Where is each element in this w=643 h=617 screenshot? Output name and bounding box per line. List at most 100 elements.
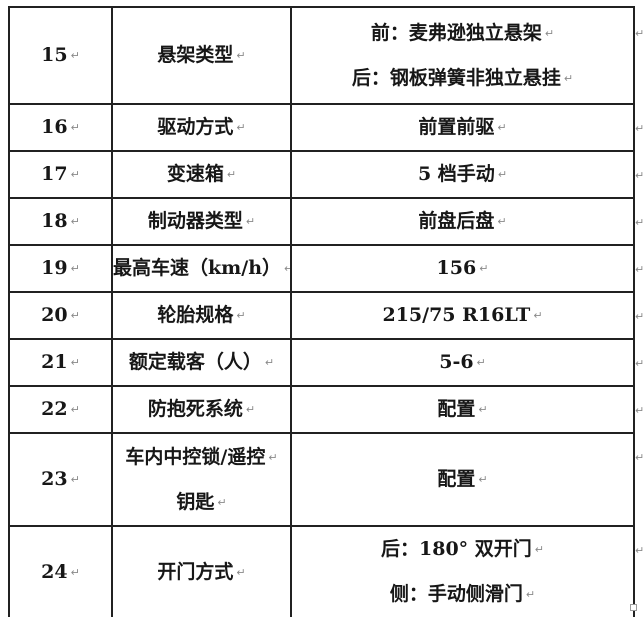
cell-text: 轮胎规格 (157, 304, 234, 326)
cell-text: 开门方式 (157, 560, 234, 583)
paragraph-return-mark-icon: ↵ (479, 262, 489, 275)
paragraph-return-mark-icon: ↵ (478, 473, 488, 486)
paragraph-return-mark-icon: ↵ (226, 168, 237, 181)
cell-text: 最高车速（km/h） (113, 257, 282, 279)
paragraph-return-mark-icon: ↵ (544, 26, 555, 40)
cell-text: 制动器类型 (147, 210, 243, 232)
paragraph-return-mark-icon: ↵ (478, 403, 488, 416)
paragraph-return-mark-icon: ↵ (268, 450, 278, 464)
paragraph-return-mark-icon: ↵ (245, 403, 256, 416)
row-number-cell: 22 ↵ (8, 385, 113, 434)
spec-value-cell: 配置 ↵ (290, 432, 635, 527)
row-number-cell: 19 ↵ (8, 244, 113, 293)
row-number-cell: 17 ↵ (8, 150, 113, 199)
cell-text: 车内中控锁/遥控 (125, 445, 266, 468)
cell-text: 5-6 (439, 351, 474, 373)
cell-text: 防抱死系统 (147, 398, 243, 420)
paragraph-return-mark-icon: ↵ (236, 309, 246, 322)
paragraph-return-mark-icon: ↵ (236, 121, 246, 134)
spec-label-cell: 轮胎规格 ↵ (111, 291, 292, 340)
spec-value-cell: 前：麦弗逊独立悬架 ↵ 后：钢板弹簧非独立悬挂 ↵ (290, 6, 635, 105)
row-end-return-mark-icon: ↵ (635, 356, 643, 370)
spec-value-cell: 5 档手动 ↵ (290, 150, 635, 199)
row-number-cell: 15 ↵ (8, 6, 113, 105)
paragraph-return-mark-icon: ↵ (70, 215, 80, 228)
spec-value-cell: 前盘后盘 ↵ (290, 197, 635, 246)
row-number-cell: 23 ↵ (8, 432, 113, 527)
table-row: 17 ↵ 变速箱 ↵ 5 档手动 ↵ (8, 150, 635, 199)
paragraph-return-mark-icon: ↵ (217, 495, 227, 509)
table-row: 24 ↵ 开门方式 ↵ 后：180° 双开门 ↵ 侧：手动侧滑门 ↵ (8, 525, 635, 617)
table-row: 15 ↵ 悬架类型 ↵ 前：麦弗逊独立悬架 ↵ 后：钢板弹簧非独立悬挂 ↵ (8, 6, 635, 105)
table-row: 20 ↵ 轮胎规格 ↵ 215/75 R16LT ↵ (8, 291, 635, 340)
cell-text: 15 (41, 44, 68, 66)
spec-label-cell: 变速箱 ↵ (111, 150, 292, 199)
row-end-return-mark-icon: ↵ (635, 309, 643, 323)
cell-text: 20 (41, 304, 68, 326)
paragraph-return-mark-icon: ↵ (264, 356, 275, 369)
table-row: 21 ↵ 额定载客（人） ↵ 5-6 ↵ (8, 338, 635, 387)
row-number-cell: 16 ↵ (8, 103, 113, 152)
paragraph-return-mark-icon: ↵ (70, 121, 80, 134)
row-number-cell: 20 ↵ (8, 291, 113, 340)
spec-value-cell: 前置前驱 ↵ (290, 103, 635, 152)
row-end-return-mark-icon: ↵ (635, 451, 643, 464)
paragraph-return-mark-icon: ↵ (70, 356, 80, 369)
paragraph-return-mark-icon: ↵ (284, 262, 289, 275)
table-resize-handle[interactable] (630, 604, 637, 611)
paragraph-return-mark-icon: ↵ (70, 565, 80, 579)
cell-text: 后：180° 双开门 (381, 538, 532, 560)
paragraph-return-mark-icon: ↵ (236, 565, 246, 579)
row-end-return-mark-icon: ↵ (635, 543, 643, 557)
paragraph-return-mark-icon: ↵ (70, 473, 80, 486)
paragraph-return-mark-icon: ↵ (497, 168, 508, 181)
spec-value-cell: 配置 ↵ (290, 385, 635, 434)
cell-text: 156 (436, 257, 477, 279)
paragraph-return-mark-icon: ↵ (534, 543, 544, 556)
cell-text: 前：麦弗逊独立悬架 (370, 21, 542, 44)
spec-value-cell: 后：180° 双开门 ↵ 侧：手动侧滑门 ↵ (290, 525, 635, 617)
cell-text: 前盘后盘 (418, 210, 495, 232)
paragraph-return-mark-icon: ↵ (525, 588, 536, 601)
cell-text: 配置 (437, 398, 476, 420)
cell-text: 钥匙 (176, 490, 215, 513)
row-end-return-mark-icon: ↵ (635, 403, 643, 417)
row-end-return-mark-icon: ↵ (635, 121, 643, 135)
cell-text: 17 (41, 163, 68, 185)
cell-text: 前置前驱 (418, 116, 495, 138)
spec-label-cell: 制动器类型 ↵ (111, 197, 292, 246)
paragraph-return-mark-icon: ↵ (236, 49, 246, 62)
table-row: 18 ↵ 制动器类型 ↵ 前盘后盘 ↵ (8, 197, 635, 246)
cell-text: 18 (41, 210, 68, 232)
paragraph-return-mark-icon: ↵ (245, 215, 256, 228)
vehicle-spec-table: 15 ↵ 悬架类型 ↵ 前：麦弗逊独立悬架 ↵ 后：钢板弹簧非独立悬挂 ↵ 16 ↵ 驱动方… (8, 6, 635, 617)
cell-text: 悬架类型 (157, 44, 234, 66)
cell-text: 5 档手动 (417, 163, 495, 185)
row-end-return-mark-icon: ↵ (635, 168, 643, 182)
paragraph-return-mark-icon: ↵ (70, 262, 80, 275)
spec-value-cell: 156 ↵ (290, 244, 635, 293)
cell-text: 22 (41, 398, 68, 420)
spec-label-cell: 悬架类型 ↵ (111, 6, 292, 105)
cell-text: 24 (41, 560, 68, 583)
table-row: 19↵ 最高车速（km/h）↵ 156↵ (8, 244, 635, 293)
cell-text: 侧：手动侧滑门 (389, 583, 523, 605)
row-number-cell: 21 ↵ (8, 338, 113, 387)
cell-text: 额定载客（人） (128, 351, 262, 373)
paragraph-return-mark-icon: ↵ (497, 121, 507, 134)
paragraph-return-mark-icon: ↵ (533, 309, 543, 322)
cell-text: 16 (41, 116, 68, 138)
paragraph-return-mark-icon: ↵ (476, 356, 486, 369)
table-row: 22 ↵ 防抱死系统 ↵ 配置 ↵ (8, 385, 635, 434)
spec-label-cell: 额定载客（人） ↵ (111, 338, 292, 387)
spec-label-cell: 开门方式 ↵ (111, 525, 292, 617)
spec-value-cell: 215/75 R16LT ↵ (290, 291, 635, 340)
spec-label-cell: 最高车速（km/h）↵ (111, 244, 292, 293)
cell-text: 配置 (437, 468, 476, 490)
row-number-cell: 18 ↵ (8, 197, 113, 246)
cell-text: 21 (41, 351, 68, 373)
paragraph-return-mark-icon: ↵ (70, 403, 80, 416)
row-number-cell: 24 ↵ (8, 525, 113, 617)
paragraph-return-mark-icon: ↵ (70, 309, 80, 322)
